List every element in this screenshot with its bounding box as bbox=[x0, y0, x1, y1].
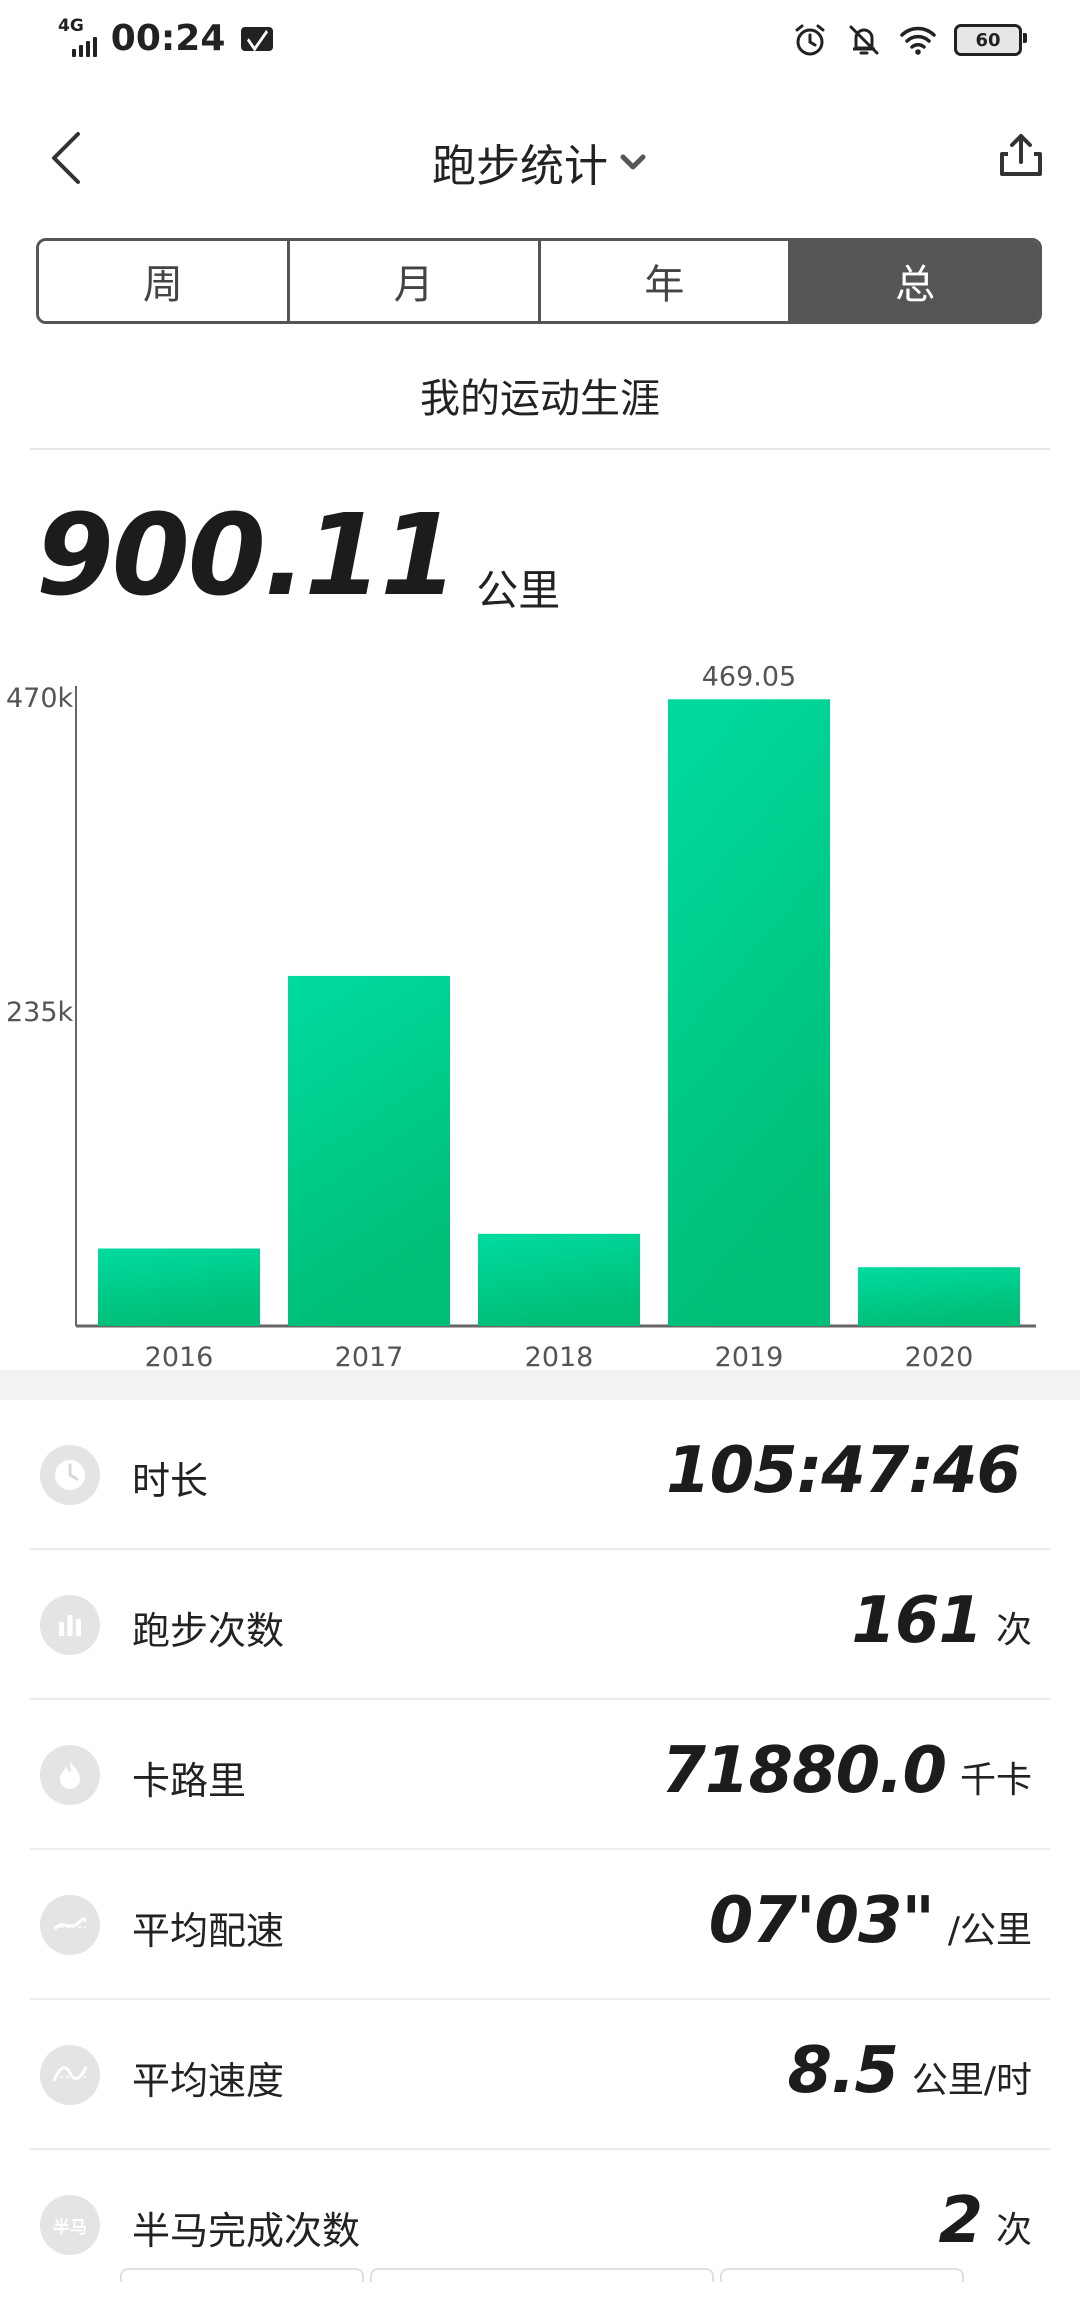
row-divider bbox=[30, 1998, 1050, 2000]
bar-2019 bbox=[668, 699, 830, 1326]
alarm-icon bbox=[795, 24, 825, 56]
stat-label: 平均配速 bbox=[132, 1909, 285, 1953]
total-distance: 900.11 公里 bbox=[36, 491, 560, 621]
wifi-icon bbox=[900, 26, 936, 55]
stats-list: 时长 105:47:46 跑步次数 161 次 卡路里 71880.0 千卡 平… bbox=[0, 1400, 1080, 2300]
x-tick-label: 2016 bbox=[145, 1342, 214, 1373]
network-type: 4G bbox=[58, 16, 84, 36]
stat-row-half-marathon[interactable]: 半马 半马完成次数 2 次 bbox=[0, 2150, 1080, 2300]
app-header: 跑步统计 bbox=[0, 100, 1080, 220]
half-marathon-icon-text: 半马 bbox=[53, 2217, 87, 2238]
speed-icon bbox=[40, 2045, 100, 2105]
stat-unit: /公里 bbox=[947, 1910, 1032, 1951]
total-distance-unit: 公里 bbox=[476, 566, 561, 615]
card-peek bbox=[720, 2268, 964, 2282]
share-icon[interactable] bbox=[996, 130, 1046, 180]
page-title: 跑步统计 bbox=[432, 141, 608, 192]
stat-row-run-count[interactable]: 跑步次数 161 次 bbox=[0, 1550, 1080, 1700]
bar-2020 bbox=[858, 1267, 1020, 1326]
stat-label: 半马完成次数 bbox=[132, 2209, 361, 2253]
divider bbox=[30, 448, 1050, 450]
row-divider bbox=[30, 2148, 1050, 2150]
stat-value: 8.5 bbox=[787, 2034, 898, 2108]
battery-icon: 60 bbox=[954, 24, 1027, 56]
stat-value: 07'03" bbox=[708, 1884, 935, 1958]
tab-month[interactable]: 月 bbox=[289, 241, 541, 321]
x-tick-label: 2018 bbox=[525, 1342, 594, 1373]
status-time: 00:24 bbox=[110, 18, 226, 59]
stat-value: 2 bbox=[938, 2184, 983, 2258]
stat-value: 71880.0 bbox=[661, 1734, 946, 1808]
card-peek bbox=[120, 2268, 364, 2282]
mail-icon bbox=[241, 26, 274, 51]
tab-total[interactable]: 总 bbox=[791, 241, 1039, 321]
signal-icon bbox=[71, 35, 97, 57]
bar-2016 bbox=[98, 1248, 260, 1326]
flame-icon bbox=[40, 1745, 100, 1805]
x-tick-label: 2019 bbox=[715, 1342, 784, 1373]
tab-year[interactable]: 年 bbox=[540, 241, 792, 321]
bar-2017 bbox=[288, 975, 450, 1326]
stat-label: 卡路里 bbox=[132, 1759, 247, 1803]
mute-bell-icon bbox=[849, 25, 879, 55]
stat-row-avg-pace[interactable]: 平均配速 07'03" /公里 bbox=[0, 1850, 1080, 2000]
section-separator bbox=[0, 1370, 1080, 1400]
stat-row-calories[interactable]: 卡路里 71880.0 千卡 bbox=[0, 1700, 1080, 1850]
data-label: 469.05 bbox=[702, 661, 796, 692]
x-tick-label: 2017 bbox=[335, 1342, 404, 1373]
stat-label: 跑步次数 bbox=[132, 1609, 285, 1653]
stat-unit: 次 bbox=[995, 1610, 1032, 1651]
row-divider bbox=[30, 1698, 1050, 1700]
pace-icon bbox=[40, 1895, 100, 1955]
stat-value: 105:47:46 bbox=[666, 1434, 1021, 1508]
stat-row-avg-speed[interactable]: 平均速度 8.5 公里/时 bbox=[0, 2000, 1080, 2150]
y-tick-label: 235k bbox=[6, 997, 74, 1028]
y-tick-label: 470k bbox=[6, 683, 74, 714]
bar-chart-icon bbox=[40, 1595, 100, 1655]
card-peek bbox=[370, 2268, 714, 2282]
yearly-distance-chart: 470k 235k 2016 2017 2018 2019 469.05 2020 bbox=[6, 661, 1036, 1373]
stat-unit: 千卡 bbox=[959, 1760, 1032, 1801]
period-tabs: 周 月 年 总 bbox=[36, 238, 1042, 324]
stat-value: 161 bbox=[851, 1584, 983, 1658]
total-distance-value: 900.11 bbox=[36, 491, 458, 621]
stat-row-duration[interactable]: 时长 105:47:46 bbox=[0, 1400, 1080, 1550]
row-divider bbox=[30, 1848, 1050, 1850]
stat-label: 时长 bbox=[132, 1459, 209, 1503]
chevron-down-icon bbox=[620, 154, 646, 170]
title-dropdown[interactable]: 跑步统计 bbox=[432, 130, 648, 194]
half-marathon-icon: 半马 bbox=[40, 2195, 100, 2255]
stat-unit: 公里/时 bbox=[911, 2060, 1032, 2101]
section-subtitle: 我的运动生涯 bbox=[420, 376, 660, 422]
x-tick-label: 2020 bbox=[905, 1342, 974, 1373]
stat-unit: 次 bbox=[995, 2210, 1032, 2251]
row-divider bbox=[30, 1548, 1050, 1550]
stat-label: 平均速度 bbox=[132, 2059, 285, 2103]
tab-week[interactable]: 周 bbox=[39, 241, 290, 321]
bar-2018 bbox=[478, 1233, 640, 1326]
status-bar: 4G 00:24 60 bbox=[0, 0, 1080, 84]
clock-icon bbox=[40, 1445, 100, 1505]
battery-level: 60 bbox=[975, 29, 1001, 51]
back-icon[interactable] bbox=[46, 130, 86, 186]
